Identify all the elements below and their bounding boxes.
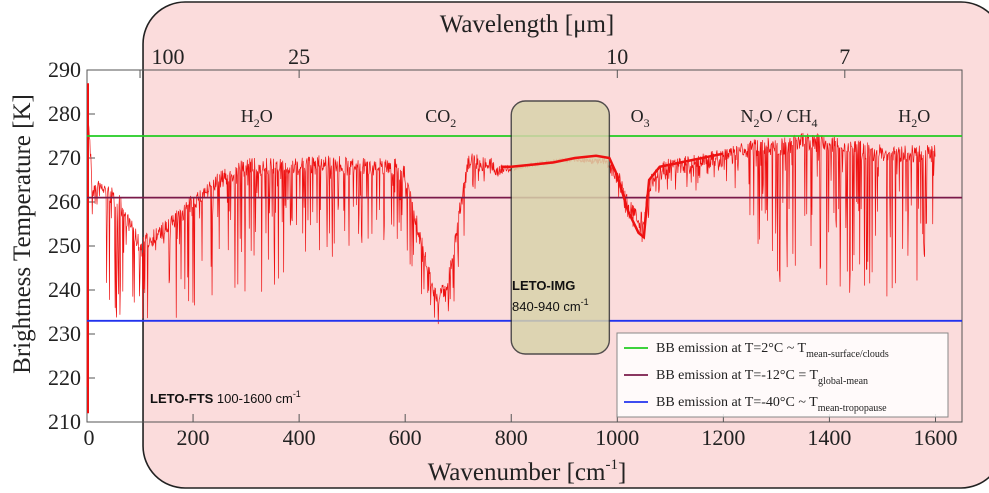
y-axis-title: Brightness Temperature [K] bbox=[9, 94, 36, 374]
img-region-label-title: LETO-IMG bbox=[512, 278, 575, 293]
y-tick-label-4: 250 bbox=[48, 233, 81, 258]
band-label-2: O3 bbox=[631, 106, 650, 130]
x-tick-label-0: 0 bbox=[84, 425, 95, 450]
fts-region-label: LETO-FTS 100-1600 cm-1 bbox=[150, 389, 301, 406]
band-label-3: N2O / CH4 bbox=[741, 106, 818, 130]
x-tick-label-8: 1600 bbox=[913, 425, 957, 450]
y-tick-label-3: 240 bbox=[48, 277, 81, 302]
x-tick-label-6: 1200 bbox=[701, 425, 745, 450]
y-tick-labels: 210 220 230 240 250 260 270 280 290 bbox=[48, 57, 81, 434]
y-tick-label-6: 270 bbox=[48, 145, 81, 170]
x-axis-title: Wavenumber [cm-1] bbox=[428, 457, 627, 486]
x-tick-label-2: 400 bbox=[283, 425, 316, 450]
x-tick-label-4: 800 bbox=[495, 425, 528, 450]
y-tick-label-7: 280 bbox=[48, 101, 81, 126]
legend: BB emission at T=2°C ~ Tmean-surface/clo… bbox=[616, 332, 949, 418]
y-tick-label-8: 290 bbox=[48, 57, 81, 82]
x-tick-label-3: 600 bbox=[389, 425, 422, 450]
y-tick-label-2: 230 bbox=[48, 321, 81, 346]
img-region bbox=[510, 100, 611, 355]
tick-marks bbox=[86, 69, 936, 423]
legend-entry-0: BB emission at T=2°C ~ Tmean-surface/clo… bbox=[656, 341, 889, 360]
y-tick-label-5: 260 bbox=[48, 189, 81, 214]
top-tick-labels: 100 25 10 7 bbox=[152, 44, 851, 69]
img-region-label-range: 840-940 cm-1 bbox=[512, 297, 589, 314]
top-axis-title: Wavelength [μm] bbox=[440, 11, 615, 38]
band-labels: H2O CO2 O3 N2O / CH4 H2O bbox=[241, 106, 931, 130]
band-label-0: H2O bbox=[241, 106, 273, 130]
img-region-smooth-series bbox=[500, 152, 724, 240]
x-tick-label-1: 200 bbox=[177, 425, 210, 450]
x-tick-labels: 0 200 400 600 800 1000 1200 1400 1600 bbox=[84, 425, 958, 450]
legend-entry-2: BB emission at T=-40°C ~ Tmean-tropopaus… bbox=[656, 395, 887, 414]
legend-entry-1: BB emission at T=-12°C = Tglobal-mean bbox=[656, 368, 868, 387]
top-tick-label-1: 25 bbox=[288, 44, 310, 69]
top-tick-label-0: 100 bbox=[152, 44, 185, 69]
top-tick-label-2: 10 bbox=[606, 44, 628, 69]
x-tick-label-7: 1400 bbox=[807, 425, 851, 450]
legend-box bbox=[616, 332, 949, 418]
y-tick-label-0: 210 bbox=[48, 409, 81, 434]
y-tick-label-1: 220 bbox=[48, 365, 81, 390]
top-tick-label-3: 7 bbox=[839, 44, 850, 69]
band-label-4: H2O bbox=[898, 106, 930, 130]
band-label-1: CO2 bbox=[425, 106, 456, 130]
x-tick-label-5: 1000 bbox=[595, 425, 639, 450]
